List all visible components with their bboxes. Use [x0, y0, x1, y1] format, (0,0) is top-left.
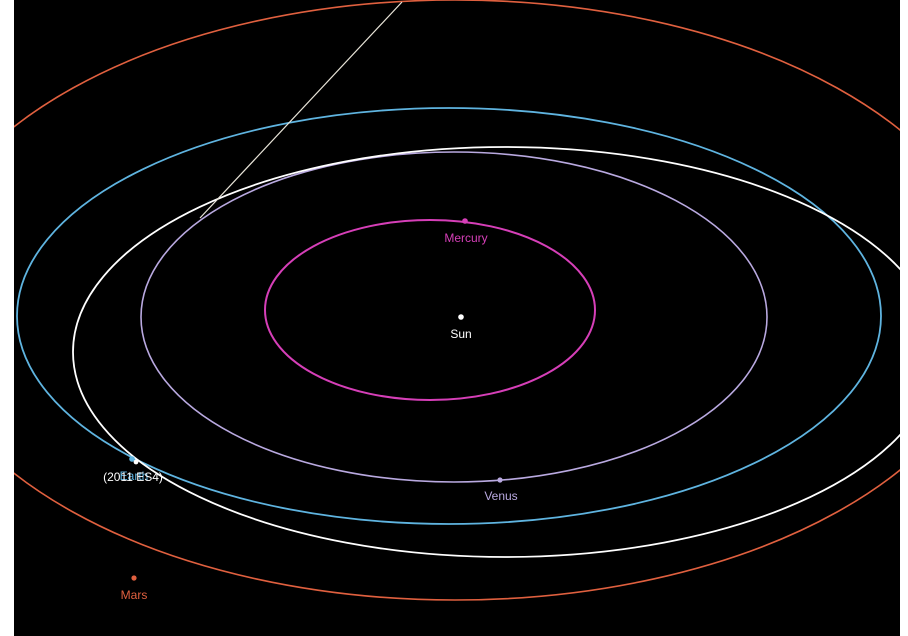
- asteroid-label: (2011 ES4): [103, 470, 163, 484]
- earth-orbit: [16, 107, 882, 525]
- asteroid-trajectory-line: [199, 1, 403, 219]
- mars-marker: [131, 575, 137, 581]
- venus-marker: [497, 477, 503, 483]
- asteroid-orbit: [72, 146, 900, 558]
- venus-orbit: [140, 151, 768, 483]
- mercury-label: Mercury: [444, 231, 487, 245]
- mars-label: Mars: [121, 588, 148, 602]
- venus-label: Venus: [484, 489, 517, 503]
- mars-orbit: [14, 0, 900, 601]
- sun-marker: [458, 314, 464, 320]
- asteroid-marker: [133, 459, 139, 465]
- mercury-marker: [462, 218, 468, 224]
- mercury-orbit: [264, 219, 596, 401]
- orbit-view-frame: [14, 0, 900, 636]
- sun-label: Sun: [450, 327, 471, 341]
- earth-marker: [129, 456, 135, 462]
- earth-label: Earth: [120, 469, 149, 483]
